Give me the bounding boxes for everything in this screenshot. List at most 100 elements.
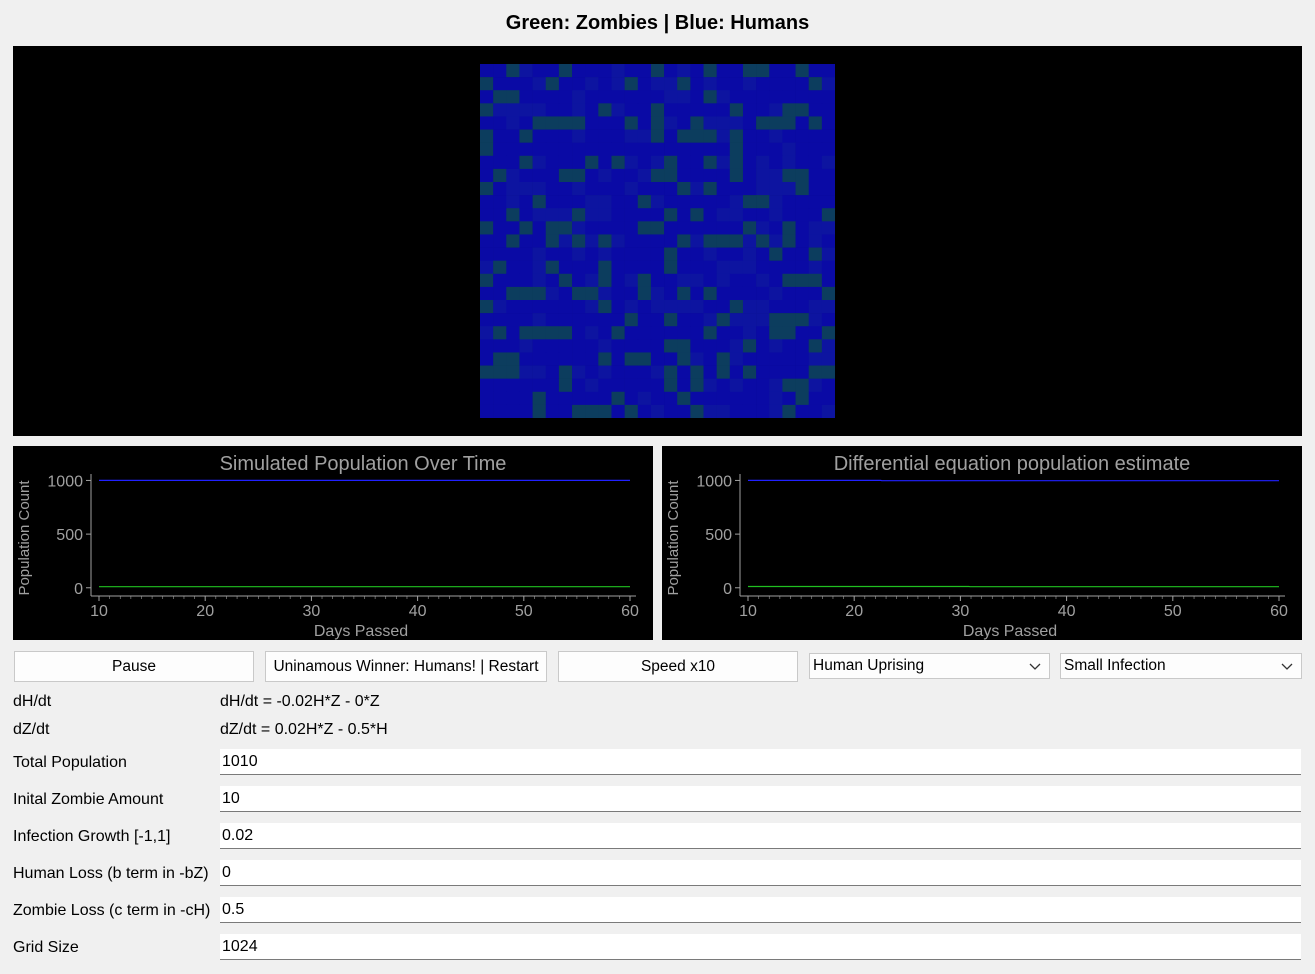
grid-cell	[703, 260, 717, 275]
grid-cell	[598, 129, 612, 143]
grid-cell	[782, 247, 796, 261]
grid-cell	[519, 129, 533, 143]
grid-cell	[769, 77, 783, 91]
grid-cell	[729, 300, 744, 314]
grid-cell	[585, 300, 599, 314]
grid-cell	[795, 365, 810, 379]
grid-cell	[611, 168, 625, 183]
infection-select[interactable]: Small Infection	[1060, 653, 1302, 679]
grid-cell	[493, 260, 507, 275]
initial-zombie-input[interactable]: 10	[220, 786, 1301, 812]
grid-cell	[624, 339, 639, 353]
dh-label: dH/dt	[13, 693, 52, 710]
grid-cell	[716, 326, 731, 340]
grid-cell	[611, 129, 625, 143]
grid-cell	[572, 64, 586, 78]
grid-cell	[585, 208, 599, 222]
dh-equation: dH/dt = -0.02H*Z - 0*Z	[220, 693, 380, 710]
grid-cell	[664, 155, 678, 170]
grid-cell	[782, 326, 796, 340]
grid-cell	[821, 313, 835, 327]
grid-cell	[545, 77, 560, 91]
grid-cell	[756, 116, 770, 130]
grid-cell	[664, 404, 678, 418]
grid-cell	[703, 77, 717, 91]
grid-cell	[598, 168, 612, 183]
grid-cell	[650, 208, 665, 222]
grid-size-input[interactable]: 1024	[220, 934, 1301, 960]
grid-cell	[585, 404, 599, 418]
grid-cell	[637, 352, 652, 366]
grid-cell	[480, 208, 494, 222]
grid-cell	[611, 155, 625, 170]
grid-cell	[729, 260, 744, 275]
grid-cell	[795, 168, 810, 183]
grid-cell	[545, 260, 560, 275]
grid-cell	[545, 208, 560, 222]
grid-cell	[703, 142, 717, 157]
grid-cell	[664, 313, 678, 327]
grid-cell	[493, 221, 507, 235]
grid-cell	[611, 260, 625, 275]
grid-cell	[690, 142, 704, 157]
infection-growth-input[interactable]: 0.02	[220, 823, 1301, 849]
grid-cell	[677, 129, 691, 143]
grid-cell	[545, 155, 560, 170]
grid-cell	[611, 208, 625, 222]
grid-cell	[637, 313, 652, 327]
grid-cell	[637, 365, 652, 379]
total-population-input[interactable]: 1010	[220, 749, 1301, 775]
grid-cell	[532, 142, 547, 157]
grid-cell	[756, 313, 770, 327]
grid-cell	[729, 326, 744, 340]
grid-cell	[821, 286, 835, 301]
grid-cell	[756, 378, 770, 393]
grid-cell	[493, 182, 507, 196]
grid-cell	[690, 195, 704, 209]
grid-cell	[506, 182, 520, 196]
human-loss-input[interactable]: 0	[220, 860, 1301, 886]
grid-cell	[716, 300, 731, 314]
grid-cell	[545, 90, 560, 104]
grid-cell	[690, 247, 704, 261]
grid-cell	[742, 208, 757, 222]
grid-cell	[703, 103, 717, 117]
grid-cell	[545, 273, 560, 288]
speed-button[interactable]: Speed x10	[558, 651, 798, 682]
grid-cell	[821, 326, 835, 340]
grid-cell	[716, 260, 731, 275]
grid-cell	[572, 339, 586, 353]
grid-cell	[782, 64, 796, 78]
grid-cell	[506, 352, 520, 366]
grid-cell	[637, 116, 652, 130]
grid-cell	[742, 129, 757, 143]
grid-cell	[769, 168, 783, 183]
grid-cell	[611, 404, 625, 418]
zombie-loss-input[interactable]: 0.5	[220, 897, 1301, 923]
grid-cell	[821, 155, 835, 170]
grid-cell	[572, 221, 586, 235]
grid-cell	[624, 116, 639, 130]
grid-cell	[506, 221, 520, 235]
scenario-select[interactable]: Human Uprising	[809, 653, 1050, 679]
grid-cell	[756, 365, 770, 379]
grid-cell	[585, 247, 599, 261]
grid-cell	[808, 300, 823, 314]
grid-cell	[703, 116, 717, 130]
grid-cell	[480, 313, 494, 327]
grid-cell	[756, 326, 770, 340]
pause-button[interactable]: Pause	[14, 651, 254, 682]
grid-cell	[650, 273, 665, 288]
simulation-canvas	[13, 46, 1302, 436]
grid-cell	[808, 404, 823, 418]
grid-cell	[782, 129, 796, 143]
restart-button[interactable]: Uninamous Winner: Humans! | Restart	[265, 651, 547, 682]
grid-cell	[742, 64, 757, 78]
grid-cell	[650, 286, 665, 301]
y-axis-label: Population Count	[665, 480, 682, 596]
grid-cell	[611, 313, 625, 327]
x-tick-label: 10	[739, 603, 757, 620]
grid-cell	[532, 339, 547, 353]
grid-cell	[558, 142, 573, 157]
grid-cell	[677, 391, 691, 406]
